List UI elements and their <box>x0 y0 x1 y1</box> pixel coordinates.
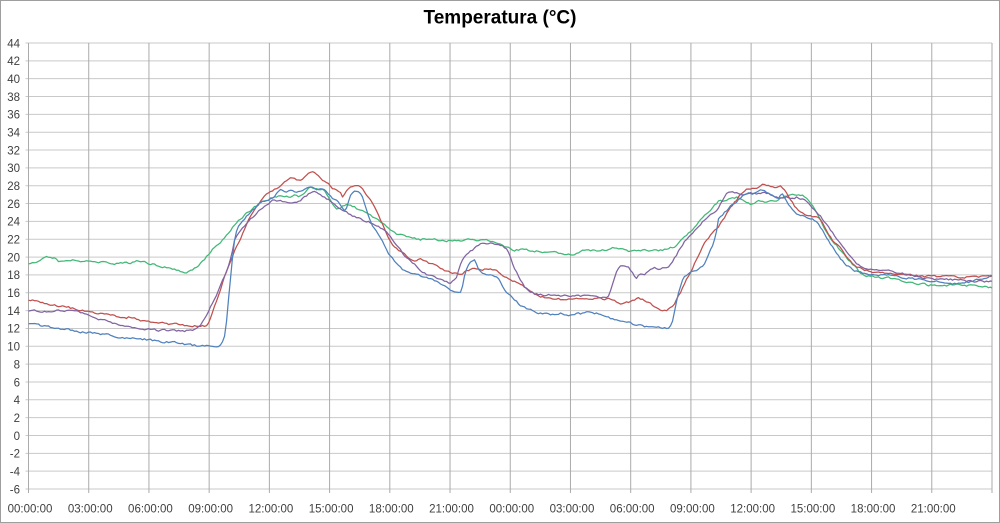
svg-text:-4: -4 <box>10 466 21 478</box>
svg-text:12:00:00: 12:00:00 <box>248 504 293 516</box>
svg-text:24: 24 <box>7 217 20 229</box>
svg-text:09:00:00: 09:00:00 <box>188 504 233 516</box>
svg-text:18:00:00: 18:00:00 <box>851 504 896 516</box>
svg-text:03:00:00: 03:00:00 <box>68 504 113 516</box>
svg-text:21:00:00: 21:00:00 <box>429 504 474 516</box>
svg-text:2: 2 <box>14 413 20 425</box>
svg-text:10: 10 <box>7 342 20 354</box>
svg-text:21:00:00: 21:00:00 <box>911 504 956 516</box>
svg-text:16: 16 <box>7 288 20 300</box>
svg-text:38: 38 <box>7 92 20 104</box>
svg-text:40: 40 <box>7 74 20 86</box>
svg-text:06:00:00: 06:00:00 <box>610 504 655 516</box>
svg-text:18: 18 <box>7 270 20 282</box>
svg-text:6: 6 <box>14 377 20 389</box>
svg-text:15:00:00: 15:00:00 <box>790 504 835 516</box>
svg-text:12:00:00: 12:00:00 <box>730 504 775 516</box>
svg-text:26: 26 <box>7 199 20 211</box>
svg-text:06:00:00: 06:00:00 <box>128 504 173 516</box>
svg-text:-2: -2 <box>10 449 20 461</box>
svg-text:09:00:00: 09:00:00 <box>670 504 715 516</box>
svg-text:20: 20 <box>7 252 20 264</box>
svg-text:4: 4 <box>14 395 21 407</box>
svg-text:00:00:00: 00:00:00 <box>489 504 534 516</box>
svg-text:12: 12 <box>7 324 20 336</box>
svg-text:00:00:00: 00:00:00 <box>8 504 53 516</box>
svg-text:44: 44 <box>7 38 20 50</box>
svg-text:03:00:00: 03:00:00 <box>550 504 595 516</box>
svg-text:Temperatura (°C): Temperatura (°C) <box>424 8 577 29</box>
svg-text:30: 30 <box>7 163 20 175</box>
svg-text:-6: -6 <box>10 484 20 496</box>
svg-text:14: 14 <box>7 306 20 318</box>
svg-text:18:00:00: 18:00:00 <box>369 504 414 516</box>
svg-text:0: 0 <box>14 431 20 443</box>
svg-text:22: 22 <box>7 235 20 247</box>
svg-text:42: 42 <box>7 56 20 68</box>
svg-text:28: 28 <box>7 181 20 193</box>
svg-text:36: 36 <box>7 110 20 122</box>
svg-text:32: 32 <box>7 145 20 157</box>
svg-text:34: 34 <box>7 128 20 140</box>
svg-text:8: 8 <box>14 359 20 371</box>
svg-text:15:00:00: 15:00:00 <box>309 504 354 516</box>
